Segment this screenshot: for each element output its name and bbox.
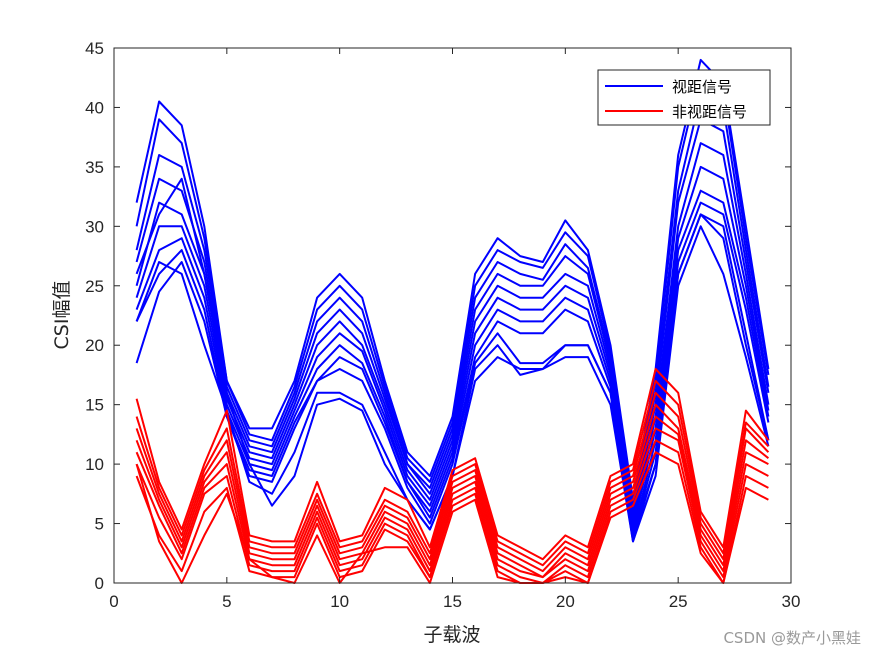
x-tick-label: 30	[782, 592, 801, 611]
ticks-layer: 0 5 10 15 20 25 30 0 5 10 15 20 25 30 35 40 45	[85, 39, 800, 611]
x-tick-label: 25	[669, 592, 688, 611]
legend: 视距信号 非视距信号	[597, 69, 771, 126]
y-tick-label: 45	[85, 39, 104, 58]
y-tick-label: 40	[85, 98, 104, 117]
y-axis-label: CSI幅值	[51, 281, 73, 350]
series-line	[135, 379, 770, 567]
y-tick-label: 5	[95, 515, 104, 534]
y-tick-label: 20	[85, 336, 104, 355]
x-tick-label: 15	[443, 592, 462, 611]
series-line	[135, 451, 769, 584]
series-line	[135, 415, 769, 579]
legend-label-los: 视距信号	[672, 78, 732, 96]
x-axis-label: 子载波	[423, 624, 480, 646]
x-tick-label: 20	[556, 592, 575, 611]
legend-label-nlos: 非视距信号	[672, 103, 747, 121]
series-layer	[135, 58, 770, 584]
y-tick-label: 25	[85, 277, 104, 296]
watermark: CSDN @数产小黑娃	[723, 629, 861, 647]
series-line	[135, 118, 770, 519]
series-line	[135, 403, 770, 579]
x-tick-label: 5	[222, 592, 231, 611]
series-line	[135, 142, 770, 525]
y-tick-label: 35	[85, 158, 104, 177]
x-tick-label: 0	[109, 592, 118, 611]
y-tick-label: 15	[85, 396, 104, 415]
series-line	[135, 391, 770, 573]
y-tick-label: 30	[85, 217, 104, 236]
series-line	[135, 94, 770, 513]
series-line	[135, 70, 770, 507]
series-line	[135, 368, 770, 561]
series-line	[135, 439, 769, 584]
y-tick-label: 10	[85, 455, 104, 474]
legend-box	[597, 69, 771, 126]
series-nlos	[135, 368, 770, 584]
y-tick-label: 0	[95, 574, 104, 593]
x-tick-label: 10	[330, 592, 349, 611]
